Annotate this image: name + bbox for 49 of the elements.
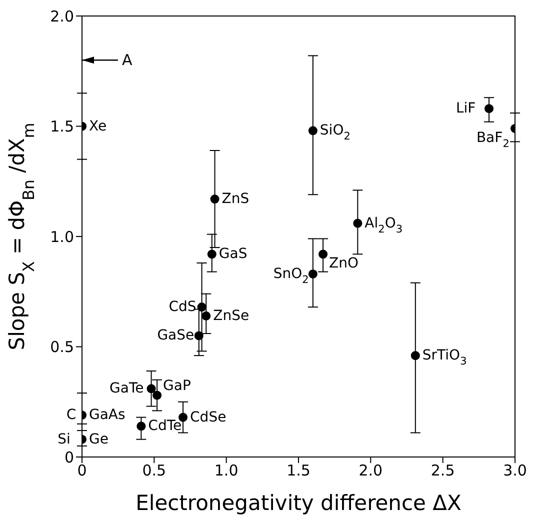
annotation: GaS — [218, 246, 248, 262]
point — [353, 218, 362, 228]
x-tick-label: 2.0 — [358, 462, 383, 480]
annotation: CdS — [168, 299, 196, 316]
annotation: SiO$_{2}$ — [320, 122, 350, 143]
point — [152, 390, 162, 400]
point — [136, 422, 146, 431]
x-axis-title: Electronegativity difference ΔX — [136, 491, 462, 515]
annotation: SrTiO$_{3}$ — [422, 348, 467, 368]
point — [146, 384, 156, 394]
point — [197, 302, 206, 312]
y-tick-label: 1.0 — [50, 228, 74, 246]
annotation: ZnS — [222, 191, 250, 208]
point — [207, 250, 216, 259]
annotation: SnO$_{2}$ — [273, 266, 309, 286]
x-tick-label: 1.0 — [214, 462, 238, 480]
annotation: ZnSe — [213, 308, 250, 324]
annotation: GaTe — [110, 380, 144, 397]
annotation: CdSe — [190, 409, 226, 426]
annotation: CdTe — [148, 418, 182, 434]
x-tick-label: 0.5 — [142, 462, 166, 480]
point — [484, 104, 494, 114]
annotation: Si — [58, 431, 70, 448]
y-tick-label: 0 — [64, 448, 74, 466]
y-tick-label: 0.5 — [50, 338, 74, 356]
annotation: C — [66, 407, 76, 424]
point — [308, 269, 318, 278]
annotation: GaSe — [157, 328, 194, 344]
point — [410, 351, 420, 360]
annotation: LiF — [456, 100, 476, 117]
y-tick-label: 2.0 — [50, 7, 74, 26]
x-tick-label: 1.5 — [286, 462, 310, 480]
point — [308, 126, 318, 136]
annotation: GaAs — [89, 407, 126, 424]
x-tick-label: 2.5 — [430, 462, 455, 480]
y-tick-label: 1.5 — [50, 118, 74, 136]
annotation: Ge — [89, 431, 108, 448]
x-tick-label: 3.0 — [503, 462, 527, 480]
annotation: Al$_{2}$O$_{3}$ — [364, 215, 403, 236]
point — [194, 331, 204, 340]
point — [210, 194, 220, 204]
annotation: ZnO — [329, 256, 359, 272]
annotation: GaP — [163, 378, 191, 394]
ref-line-label: A — [122, 51, 133, 70]
x-tick-label: 0 — [77, 462, 87, 480]
annotation: Xe — [89, 118, 107, 134]
point — [202, 311, 211, 320]
annotation: BaF$_{2}$ — [476, 130, 510, 150]
point — [318, 250, 328, 259]
